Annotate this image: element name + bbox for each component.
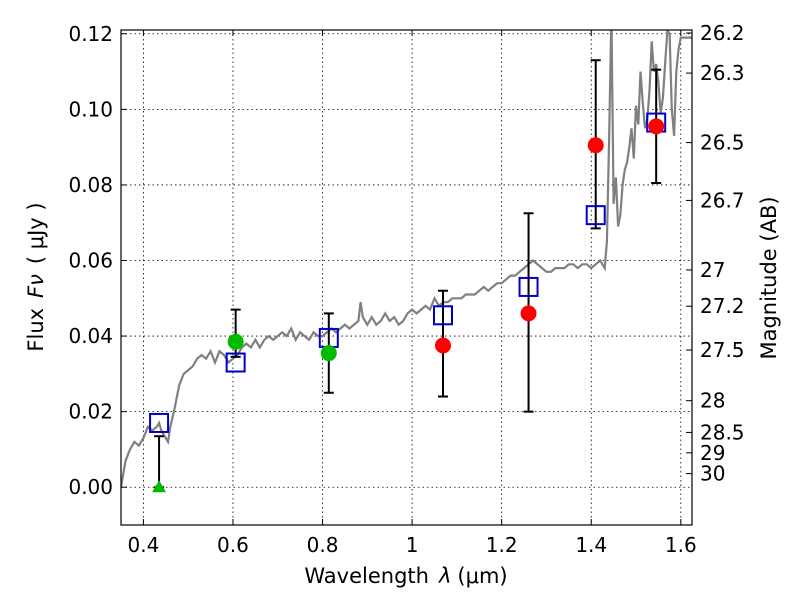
y-tick-label: 0.10: [68, 97, 113, 121]
y-tick-label: 0.12: [68, 22, 113, 46]
y-axis-label-symbol: Fν: [24, 274, 48, 298]
magnitude-tick-label: 27.5: [700, 338, 745, 362]
y-tick-label: 0.08: [68, 173, 113, 197]
y-axis-label-text: Flux: [24, 308, 48, 352]
x-tick-label: 1.4: [575, 533, 607, 557]
y-tick-label: 0.04: [68, 324, 113, 348]
x-axis-label-text: Wavelength: [304, 564, 429, 588]
magnitude-tick-label: 29: [700, 441, 725, 465]
magnitude-tick-label: 26.7: [700, 188, 745, 212]
x-axis-label-symbol: λ: [438, 564, 451, 588]
magnitude-tick-label: 26.5: [700, 131, 745, 155]
magnitude-tick-label: 27.2: [700, 294, 745, 318]
magnitude-tick-label: 26.2: [700, 21, 745, 45]
model-photometry-square: [225, 352, 246, 373]
observed-point: [520, 305, 537, 322]
x-tick-label: 0.8: [307, 533, 339, 557]
y-tick-label: 0.02: [68, 400, 113, 424]
y-tick-label: 0.00: [68, 475, 113, 499]
plot-frame: [120, 29, 693, 526]
magnitude-tick-label: 28: [700, 389, 725, 413]
x-tick-label: 1: [406, 533, 419, 557]
magnitude-axis-label: Magnitude (AB): [757, 196, 781, 359]
x-tick-label: 1.6: [665, 533, 697, 557]
model-photometry-square: [585, 205, 606, 226]
x-tick-label: 0.6: [217, 533, 249, 557]
x-tick-label: 1.2: [486, 533, 518, 557]
model-spectrum-line: [121, 30, 692, 488]
x-axis-label: Wavelength λ (μm): [304, 564, 507, 588]
y-axis-ticks: 0.00 0.02 0.04 0.06 0.08 0.10 0.12: [68, 22, 127, 499]
upper-limit-triangle: [152, 480, 167, 493]
observed-point: [320, 345, 337, 362]
magnitude-tick-label: 28.5: [700, 420, 745, 444]
observed-point: [587, 137, 604, 154]
magnitude-tick-label: 26.3: [700, 61, 745, 85]
x-axis-ticks: 0.4 0.6 0.8 1 1.2 1.4 1.6: [127, 30, 697, 557]
x-axis-label-unit: (μm): [457, 564, 507, 588]
x-tick-label: 0.4: [127, 533, 159, 557]
observed-points: [152, 118, 665, 493]
model-photometry-square: [149, 412, 170, 433]
magnitude-tick-label: 27: [700, 258, 725, 282]
grid-lines: [121, 30, 692, 525]
observed-point: [434, 337, 451, 354]
observed-point: [227, 333, 244, 350]
magnitude-tick-label: 30: [700, 462, 725, 486]
y-axis-label-unit: ( μJy ): [24, 202, 48, 264]
model-photometry-square: [518, 276, 539, 297]
y-axis-label: Flux Fν ( μJy ): [24, 202, 48, 351]
error-bars: [154, 59, 662, 489]
observed-point: [648, 118, 665, 135]
y-tick-label: 0.06: [68, 248, 113, 272]
model-photometry-squares: [149, 112, 667, 433]
model-photometry-square: [432, 305, 453, 326]
